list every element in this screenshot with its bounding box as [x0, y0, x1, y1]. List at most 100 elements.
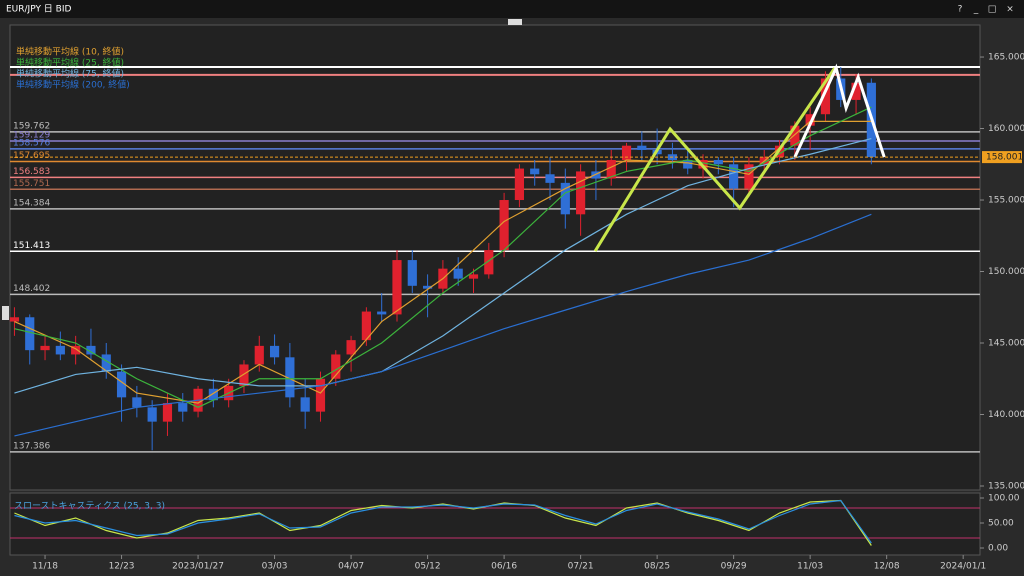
y-tick-label: 50.00 [988, 519, 1014, 529]
candle-body [606, 159, 616, 179]
candle-body [576, 171, 586, 215]
legend-entry: 単純移動平均線 (200, 終値) [16, 79, 130, 91]
y-tick-label: 0.00 [988, 544, 1008, 554]
candle-body [162, 403, 173, 422]
series-line [793, 63, 886, 158]
help-button[interactable]: ? [958, 5, 963, 15]
y-tick-label: 150.000 [988, 267, 1024, 277]
x-tick-label: 08/25 [644, 562, 670, 572]
series-line [14, 120, 872, 404]
series-line [593, 67, 836, 252]
level-label: 157.695 [13, 151, 50, 161]
current-price-box [982, 151, 1022, 164]
level-label: 159.762 [13, 121, 50, 131]
candle-body [25, 317, 35, 351]
x-tick-label: 05/12 [415, 562, 441, 572]
y-tick-label: 160.000 [988, 124, 1024, 134]
close-button[interactable]: × [1006, 5, 1014, 15]
candle-body [729, 164, 739, 189]
candle-body [423, 285, 433, 289]
window-title: EUR/JPY 日 BID [6, 4, 71, 15]
candle-body [790, 125, 800, 146]
candle-body [514, 168, 524, 201]
x-tick-label: 2023/01/27 [172, 562, 224, 572]
x-tick-label: 11/03 [797, 562, 823, 572]
chart-layer: 135.000 140.000 145.000 150.000 155.000 160.0… [9, 46, 1024, 572]
candle-body [683, 159, 693, 169]
candle-body [713, 159, 723, 165]
side-tab[interactable] [2, 306, 9, 320]
x-tick-label: 06/16 [491, 562, 517, 572]
current-price-label: 158.001 [986, 153, 1023, 163]
legend-entry: 単純移動平均線 (10, 終値) [16, 46, 124, 58]
candle-body [361, 311, 371, 341]
minimize-button[interactable]: _ [973, 5, 979, 15]
candle-body [147, 407, 157, 422]
y-tick-label: 135.000 [988, 481, 1024, 491]
candle-body [101, 354, 111, 372]
candle-body [55, 345, 65, 355]
candle-body [132, 397, 142, 408]
candle-body [285, 357, 295, 398]
candle-body [269, 345, 280, 358]
collapse-tab[interactable] [508, 19, 522, 25]
candle-body [637, 145, 647, 150]
candle-body [621, 145, 632, 160]
y-tick-label: 140.000 [988, 410, 1024, 420]
indicator-title: スローストキャスティクス (25, 3, 3) [14, 501, 165, 512]
candle-body [591, 171, 601, 179]
level-label: 156.583 [13, 167, 50, 177]
level-label: 151.413 [13, 241, 50, 251]
x-tick-label: 09/29 [721, 562, 747, 572]
level-label: 154.384 [13, 198, 50, 208]
x-tick-label: 12/23 [109, 562, 135, 572]
series-line [14, 499, 872, 544]
candle-body [453, 268, 463, 279]
candle-body [315, 378, 326, 412]
level-label: 137.386 [13, 441, 50, 451]
candle-body [820, 78, 831, 115]
candle-body [499, 200, 509, 251]
candle-body [208, 388, 218, 401]
x-tick-label: 04/07 [338, 562, 364, 572]
level-label: 159.129 [13, 130, 50, 140]
candle-body [86, 345, 96, 355]
x-tick-label: 12/08 [874, 562, 900, 572]
x-tick-label: 07/21 [568, 562, 594, 572]
legend-entry: 単純移動平均線 (75, 終値) [16, 68, 124, 80]
candle-body [468, 274, 479, 279]
y-tick-label: 155.000 [988, 196, 1024, 206]
title-bar [0, 0, 1024, 18]
candle-body [178, 403, 188, 412]
candle-body [545, 174, 555, 183]
candle-body [484, 250, 494, 275]
series-line [14, 213, 872, 437]
candle-body [40, 345, 50, 351]
legend-entry: 単純移動平均線 (25, 終値) [16, 57, 124, 69]
candle-body [300, 397, 310, 412]
level-label: 155.751 [13, 179, 50, 189]
x-tick-label: 11/18 [32, 562, 58, 572]
candle-body [744, 164, 754, 189]
y-tick-label: 165.000 [988, 53, 1024, 63]
candle-body [377, 311, 387, 315]
candle-body [331, 354, 341, 379]
candle-body [239, 364, 249, 386]
x-tick-label: 03/03 [262, 562, 288, 572]
candle-body [392, 260, 402, 315]
candle-body [407, 260, 417, 286]
candle-body [71, 345, 81, 355]
candle-body [851, 82, 861, 100]
y-tick-label: 145.000 [988, 339, 1024, 349]
candle-body [530, 168, 540, 175]
level-label: 158.576 [13, 138, 50, 148]
series-line [14, 137, 872, 394]
candle-body [254, 345, 264, 365]
y-tick-label: 100.00 [988, 494, 1020, 504]
series-line [14, 106, 872, 409]
level-label: 148.402 [13, 284, 50, 294]
maximize-button[interactable]: □ [988, 5, 997, 15]
candle-body [560, 182, 570, 215]
x-tick-label: 2024/01/1 [940, 562, 986, 572]
